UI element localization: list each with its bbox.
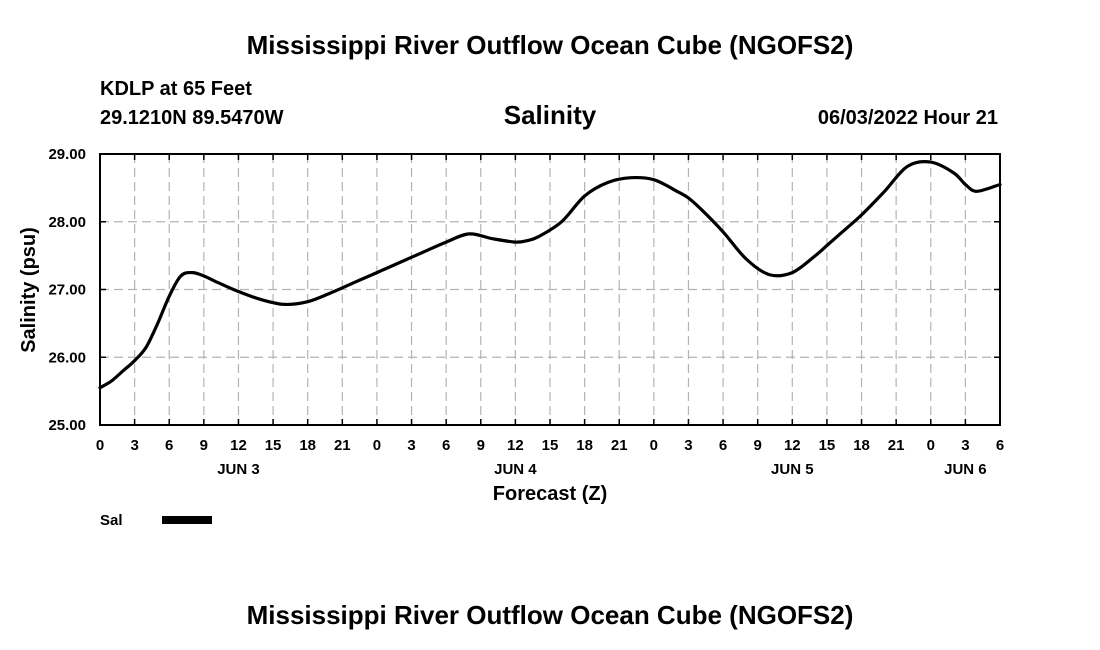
- x-tick-label: 15: [542, 437, 559, 454]
- page-title: Mississippi River Outflow Ocean Cube (NG…: [247, 30, 854, 60]
- y-tick-label: 27.00: [48, 282, 86, 299]
- forecast-timestamp: 06/03/2022 Hour 21: [818, 107, 998, 129]
- y-tick-label: 28.00: [48, 214, 86, 231]
- date-label: JUN 3: [217, 461, 260, 478]
- x-tick-label: 3: [130, 437, 138, 454]
- x-tick-label: 6: [165, 437, 173, 454]
- chart-title: Salinity: [504, 100, 597, 130]
- x-tick-label: 6: [719, 437, 727, 454]
- x-tick-label: 18: [576, 437, 593, 454]
- axis-ticks: 0 3 6 9 12 15 18 21 0 3 6 9 12 15 18 21 0 3 6 9 12 15 18 21 0 3 6 2…: [48, 146, 1004, 478]
- y-tick-label: 29.00: [48, 146, 86, 163]
- legend-label: Sal: [100, 512, 123, 529]
- y-tick-label: 26.00: [48, 349, 86, 366]
- x-tick-label: 3: [407, 437, 415, 454]
- x-tick-label: 0: [373, 437, 381, 454]
- x-tick-label: 9: [200, 437, 208, 454]
- date-label: JUN 6: [944, 461, 987, 478]
- y-tick-label: 25.00: [48, 417, 86, 434]
- x-tick-label: 0: [927, 437, 935, 454]
- x-tick-label: 0: [96, 437, 104, 454]
- x-tick-label: 3: [961, 437, 969, 454]
- series-line-sal: [98, 159, 1002, 390]
- x-tick-label: 15: [265, 437, 282, 454]
- x-tick-label: 18: [853, 437, 870, 454]
- x-tick-label: 12: [230, 437, 247, 454]
- x-tick-label: 12: [784, 437, 801, 454]
- station-label: KDLP at 65 Feet: [100, 78, 252, 100]
- x-tick-label: 21: [334, 437, 351, 454]
- x-tick-label: 6: [442, 437, 450, 454]
- x-tick-label: 21: [888, 437, 905, 454]
- y-axis-label: Salinity (psu): [18, 227, 40, 353]
- station-coords: 29.1210N 89.5470W: [100, 107, 284, 129]
- legend-swatch: [162, 516, 212, 524]
- x-tick-label: 9: [477, 437, 485, 454]
- x-tick-label: 3: [684, 437, 692, 454]
- x-tick-label: 0: [650, 437, 658, 454]
- grid-lines: [100, 154, 1000, 425]
- x-tick-label: 15: [819, 437, 836, 454]
- x-tick-label: 6: [996, 437, 1004, 454]
- series-group: [98, 159, 1002, 390]
- footer-title: Mississippi River Outflow Ocean Cube (NG…: [247, 600, 854, 630]
- x-tick-label: 18: [299, 437, 316, 454]
- x-tick-label: 21: [611, 437, 628, 454]
- x-tick-label: 12: [507, 437, 524, 454]
- x-tick-label: 9: [754, 437, 762, 454]
- x-axis-label: Forecast (Z): [493, 483, 607, 505]
- date-label: JUN 4: [494, 461, 537, 478]
- date-label: JUN 5: [771, 461, 814, 478]
